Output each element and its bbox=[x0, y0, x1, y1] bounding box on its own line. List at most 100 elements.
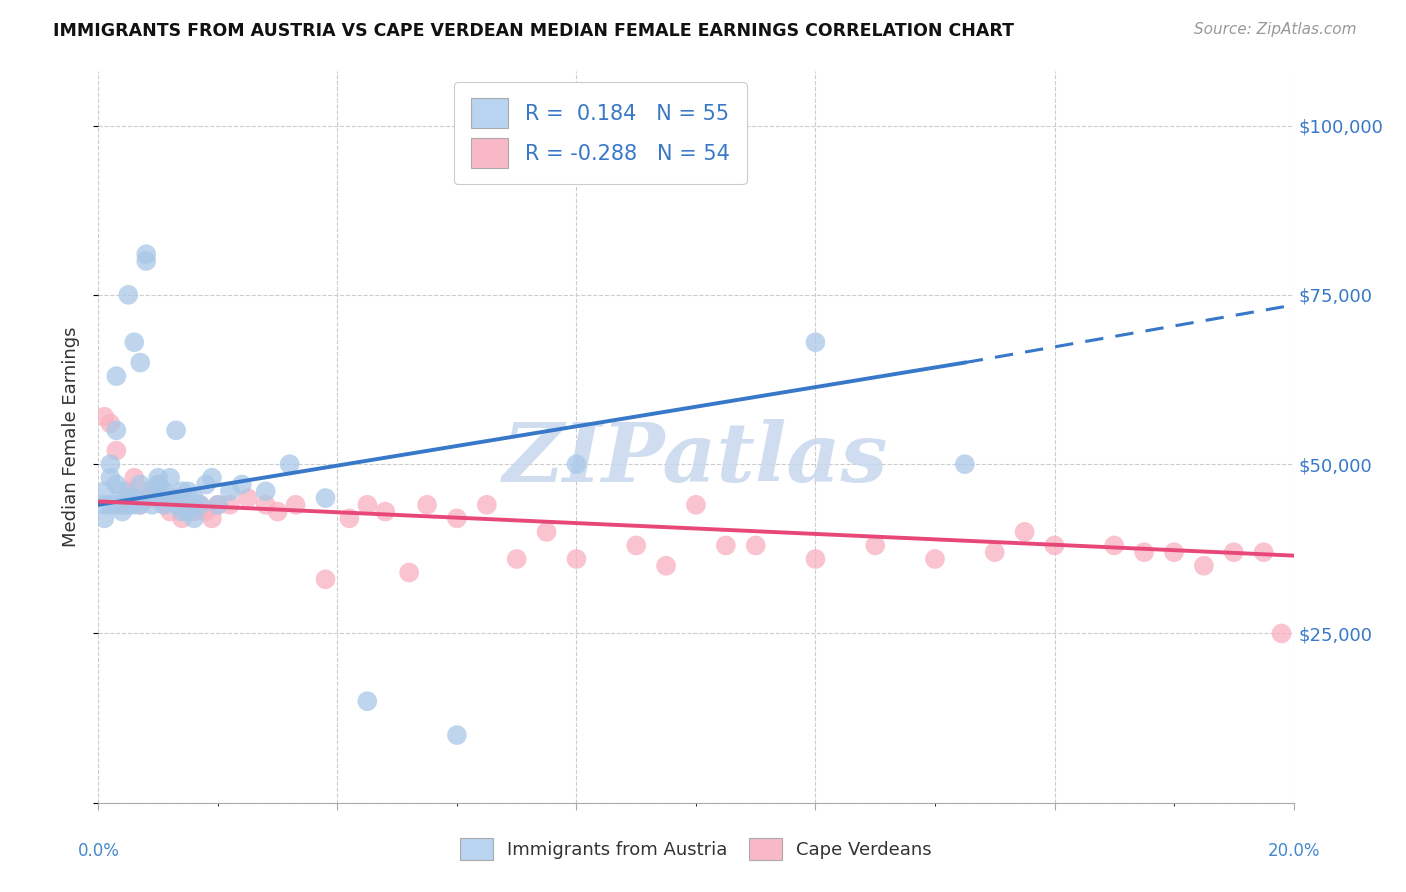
Point bbox=[416, 498, 439, 512]
Point bbox=[117, 491, 139, 505]
Point bbox=[398, 566, 420, 580]
Point bbox=[183, 511, 205, 525]
Point bbox=[339, 511, 361, 525]
Point bbox=[105, 369, 128, 384]
Point bbox=[93, 498, 115, 512]
Point bbox=[148, 477, 170, 491]
Point bbox=[714, 538, 737, 552]
Point bbox=[93, 409, 115, 424]
Point bbox=[177, 505, 200, 519]
Point bbox=[93, 511, 115, 525]
Point bbox=[446, 511, 468, 525]
Point bbox=[565, 552, 588, 566]
Point bbox=[165, 423, 187, 437]
Point bbox=[177, 484, 200, 499]
Point bbox=[105, 423, 128, 437]
Point bbox=[865, 538, 887, 552]
Point bbox=[953, 457, 976, 471]
Legend: Immigrants from Austria, Cape Verdeans: Immigrants from Austria, Cape Verdeans bbox=[453, 830, 939, 867]
Point bbox=[506, 552, 529, 566]
Point bbox=[188, 498, 211, 512]
Point bbox=[1014, 524, 1036, 539]
Point bbox=[745, 538, 768, 552]
Point bbox=[1223, 545, 1246, 559]
Point bbox=[804, 552, 827, 566]
Point bbox=[129, 498, 152, 512]
Point bbox=[219, 498, 242, 512]
Point bbox=[201, 471, 224, 485]
Point bbox=[98, 417, 122, 431]
Point bbox=[129, 498, 152, 512]
Point bbox=[195, 505, 218, 519]
Point bbox=[105, 477, 128, 491]
Point bbox=[254, 498, 277, 512]
Point bbox=[475, 498, 498, 512]
Text: IMMIGRANTS FROM AUSTRIA VS CAPE VERDEAN MEDIAN FEMALE EARNINGS CORRELATION CHART: IMMIGRANTS FROM AUSTRIA VS CAPE VERDEAN … bbox=[53, 22, 1014, 40]
Point bbox=[267, 505, 290, 519]
Text: ZIPatlas: ZIPatlas bbox=[503, 419, 889, 499]
Point bbox=[1271, 626, 1294, 640]
Point bbox=[135, 254, 157, 268]
Point bbox=[98, 457, 122, 471]
Point bbox=[105, 443, 128, 458]
Point bbox=[124, 335, 146, 350]
Point bbox=[98, 471, 122, 485]
Point bbox=[1133, 545, 1156, 559]
Point bbox=[804, 335, 827, 350]
Point bbox=[626, 538, 648, 552]
Point bbox=[105, 498, 128, 512]
Point bbox=[135, 247, 157, 261]
Point bbox=[984, 545, 1007, 559]
Point bbox=[172, 511, 194, 525]
Point bbox=[565, 457, 588, 471]
Point bbox=[207, 498, 229, 512]
Point bbox=[172, 505, 194, 519]
Point bbox=[141, 484, 163, 499]
Point bbox=[148, 471, 170, 485]
Point bbox=[924, 552, 946, 566]
Point bbox=[141, 491, 163, 505]
Point bbox=[153, 484, 176, 499]
Point bbox=[141, 498, 163, 512]
Point bbox=[124, 491, 146, 505]
Point bbox=[177, 498, 200, 512]
Point bbox=[374, 505, 396, 519]
Point bbox=[129, 477, 152, 491]
Point bbox=[148, 477, 170, 491]
Point bbox=[153, 498, 176, 512]
Point bbox=[183, 491, 205, 505]
Point bbox=[117, 498, 139, 512]
Point bbox=[1192, 558, 1215, 573]
Point bbox=[1043, 538, 1066, 552]
Point bbox=[207, 498, 229, 512]
Point bbox=[536, 524, 558, 539]
Point bbox=[159, 471, 181, 485]
Point bbox=[111, 498, 134, 512]
Point bbox=[153, 498, 176, 512]
Y-axis label: Median Female Earnings: Median Female Earnings bbox=[62, 326, 80, 548]
Point bbox=[165, 491, 187, 505]
Point bbox=[165, 498, 187, 512]
Point bbox=[98, 498, 122, 512]
Point bbox=[188, 498, 211, 512]
Point bbox=[1104, 538, 1126, 552]
Point bbox=[356, 694, 378, 708]
Point bbox=[195, 477, 218, 491]
Point bbox=[254, 484, 277, 499]
Point bbox=[356, 498, 378, 512]
Point bbox=[111, 498, 134, 512]
Point bbox=[315, 491, 337, 505]
Point bbox=[129, 355, 152, 369]
Point bbox=[148, 491, 170, 505]
Point bbox=[159, 491, 181, 505]
Point bbox=[284, 498, 307, 512]
Point bbox=[446, 728, 468, 742]
Point bbox=[111, 505, 134, 519]
Point bbox=[159, 505, 181, 519]
Point bbox=[278, 457, 301, 471]
Point bbox=[315, 572, 337, 586]
Point bbox=[124, 471, 146, 485]
Point bbox=[231, 477, 253, 491]
Point bbox=[93, 484, 115, 499]
Point bbox=[117, 288, 139, 302]
